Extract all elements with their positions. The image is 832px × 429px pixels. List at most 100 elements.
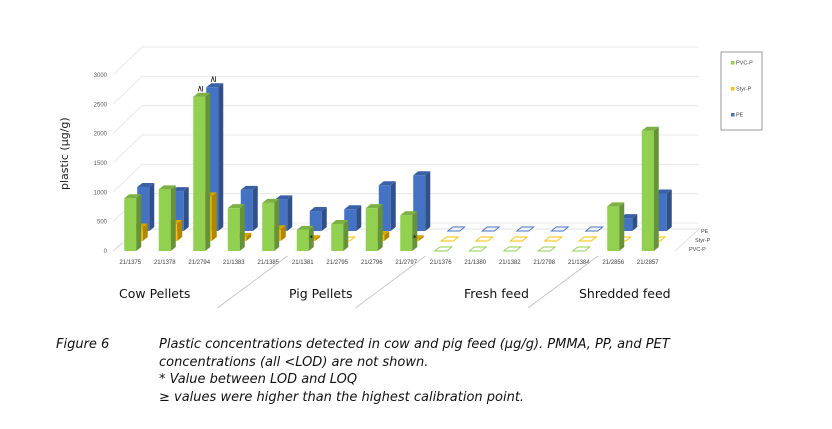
figure-label: Figure 6 — [56, 337, 110, 352]
y-tick-label: 0 — [104, 249, 108, 255]
bar-zero-marker — [571, 246, 592, 252]
x-tick-label: 21/2798 — [533, 260, 555, 266]
bar-side — [218, 83, 224, 232]
legend-swatch — [731, 87, 735, 91]
bar-top — [227, 204, 245, 209]
bar-zero-marker — [467, 246, 488, 252]
bar-styrp — [439, 236, 460, 242]
bar-pe — [515, 226, 536, 232]
gridline-diagonal — [112, 46, 143, 76]
bar-side — [377, 204, 383, 251]
bar-side — [274, 198, 280, 251]
x-tick-label: 21/2857 — [637, 260, 659, 266]
bar-top — [654, 189, 672, 194]
bar-top — [193, 92, 211, 97]
bar-top — [275, 195, 293, 200]
bar-side — [412, 211, 418, 251]
bar-front — [193, 96, 206, 251]
bar-side — [619, 202, 625, 251]
bar-pvcp — [607, 202, 625, 251]
group-separator — [217, 255, 288, 309]
bar-side — [177, 219, 183, 241]
group-label: Fresh feed — [464, 286, 529, 301]
bar-side — [315, 235, 321, 241]
bar-top — [262, 198, 280, 203]
bar-pvcp — [365, 204, 383, 251]
y-tick-label: 1500 — [94, 161, 108, 167]
bar-front — [124, 198, 137, 251]
bar-side — [280, 225, 286, 241]
asterisk-annotation: * — [413, 234, 417, 242]
y-tick-label: 3000 — [94, 73, 108, 79]
bar-top — [400, 211, 418, 216]
bar-side — [653, 126, 659, 251]
group-label: Pig Pellets — [289, 286, 352, 301]
group-label: Cow Pellets — [119, 286, 190, 301]
bar-front — [607, 206, 620, 251]
bar-pvcp — [331, 220, 349, 251]
bar-side — [149, 183, 155, 231]
bar-pe — [480, 226, 501, 232]
x-tick-label: 21/1383 — [223, 260, 245, 266]
bar-zero-marker — [508, 236, 529, 242]
x-tick-label: 21/1384 — [568, 260, 590, 266]
x-tick-label: 21/1381 — [292, 260, 314, 266]
bar-front — [400, 215, 413, 251]
bar-side — [356, 205, 362, 231]
bar-zero-marker — [536, 246, 557, 252]
bar-top — [331, 220, 349, 225]
bar-zero-marker — [549, 226, 570, 232]
bar-side — [252, 185, 258, 231]
legend-label: PE — [736, 113, 744, 119]
bar-top — [240, 185, 258, 190]
bar-pvcp — [296, 225, 314, 251]
x-tick-label: 21/1382 — [499, 260, 521, 266]
legend-swatch — [731, 61, 735, 65]
group-labels: Cow Pellets Pig Pellets Fresh feed Shredded… — [119, 255, 671, 309]
caption-line: Plastic concentrations detected in cow a… — [159, 337, 670, 352]
bar-styrp — [577, 236, 598, 242]
y-tick-label: 500 — [97, 220, 108, 226]
bar-front — [641, 130, 654, 251]
bar-styrp — [543, 236, 564, 242]
gridline-diagonal — [112, 76, 143, 105]
bar-front — [331, 224, 344, 251]
bar-pvcp — [536, 246, 557, 252]
bar-top — [344, 205, 362, 210]
bar-top — [620, 214, 638, 219]
y-tick-label: 1000 — [94, 190, 108, 196]
x-tick-label: 21/1385 — [257, 260, 279, 266]
bar-top — [378, 181, 396, 186]
bar-top — [124, 194, 142, 199]
bar-pvcp — [400, 211, 418, 251]
bar-top — [607, 202, 625, 207]
depth-axis-label: PVC-P — [689, 247, 706, 253]
bar-top — [137, 183, 155, 187]
bar-pvcp — [193, 92, 211, 251]
gridline-diagonal — [112, 105, 143, 134]
bar-pvcp — [262, 198, 280, 251]
y-tick-label: 2000 — [94, 132, 108, 138]
bar-front — [365, 208, 378, 251]
bar-top — [641, 126, 659, 131]
bar-pvcp — [502, 246, 523, 252]
bar-front — [158, 189, 171, 251]
geq-annotation: ≥ — [209, 75, 219, 83]
bar-zero-marker — [433, 246, 454, 252]
bar-side — [136, 194, 142, 251]
bar-pvcp — [467, 246, 488, 252]
bar-top — [171, 187, 189, 192]
bar-pvcp — [227, 204, 245, 251]
bars — [124, 83, 672, 252]
bar-styrp — [508, 236, 529, 242]
bar-side — [205, 92, 211, 251]
bar-top — [365, 204, 383, 209]
group-separator — [355, 255, 426, 309]
bar-pvcp — [158, 185, 176, 251]
x-tick-label: 21/1376 — [430, 260, 452, 266]
x-tick-label: 21/2797 — [395, 260, 417, 266]
bar-zero-marker — [474, 236, 495, 242]
bar-zero-marker — [515, 226, 536, 232]
bar-styrp — [474, 236, 495, 242]
bar-side — [384, 231, 390, 241]
